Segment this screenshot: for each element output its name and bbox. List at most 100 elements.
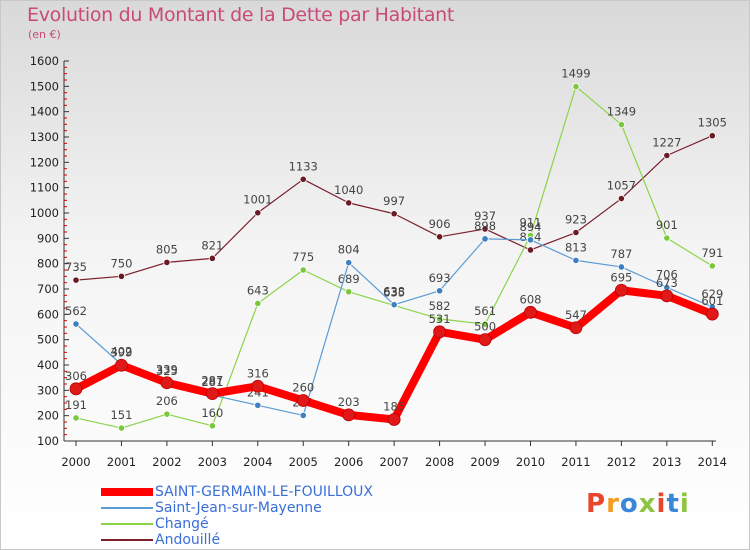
data-label: 306 — [65, 369, 87, 383]
data-label: 260 — [292, 380, 314, 394]
data-label: 1057 — [607, 179, 636, 193]
data-point — [526, 246, 535, 254]
data-point — [572, 256, 580, 264]
data-point — [478, 333, 492, 347]
logo-letter: i — [679, 489, 690, 519]
y-tick-label: 400 — [37, 358, 59, 372]
data-point — [251, 379, 265, 393]
data-point — [481, 225, 489, 233]
y-tick-label: 800 — [37, 257, 59, 271]
data-label: 804 — [338, 243, 360, 257]
y-tick-label: 1300 — [30, 130, 59, 144]
data-label: 898 — [474, 219, 496, 233]
data-point — [617, 263, 626, 271]
data-label: 1040 — [334, 183, 363, 197]
data-label: 629 — [701, 287, 723, 301]
x-tick-label: 2012 — [607, 455, 636, 469]
data-point — [617, 194, 626, 203]
data-point — [72, 320, 80, 328]
data-point — [569, 321, 583, 335]
data-point — [526, 236, 535, 244]
data-point — [342, 408, 356, 422]
data-point — [254, 209, 262, 217]
data-label: 561 — [474, 304, 496, 318]
data-point — [617, 120, 626, 129]
data-label: 325 — [156, 364, 178, 378]
y-tick-label: 1100 — [30, 181, 59, 195]
legend-swatch — [101, 488, 153, 496]
x-tick-label: 2002 — [152, 455, 181, 469]
x-tick-label: 2007 — [380, 455, 409, 469]
data-label: 643 — [247, 283, 269, 297]
x-tick-label: 2006 — [334, 455, 363, 469]
y-tick-label: 100 — [37, 434, 59, 448]
data-label: 1001 — [243, 193, 272, 207]
data-label: 997 — [383, 194, 405, 208]
data-label: 500 — [474, 320, 496, 334]
data-point — [345, 259, 353, 267]
data-point — [69, 382, 83, 396]
data-label: 693 — [429, 271, 451, 285]
data-label: 937 — [474, 209, 496, 223]
y-tick-label: 200 — [37, 409, 59, 423]
data-label: 911 — [520, 216, 542, 230]
data-point — [163, 410, 171, 418]
data-point — [435, 233, 444, 241]
data-label: 185 — [383, 399, 405, 413]
data-label: 160 — [201, 406, 223, 420]
data-label: 1133 — [289, 159, 318, 173]
legend-label: Changé — [155, 516, 209, 532]
data-label: 203 — [338, 395, 360, 409]
data-point — [296, 394, 310, 407]
logo-letter: t — [666, 489, 680, 519]
data-point — [117, 424, 126, 432]
x-tick-label: 2005 — [289, 455, 318, 469]
data-point — [208, 254, 216, 262]
data-point — [72, 414, 80, 422]
legend-swatch — [101, 539, 153, 541]
logo-letter: x — [638, 489, 657, 519]
data-label: 402 — [110, 344, 132, 358]
data-label: 894 — [520, 220, 542, 234]
data-label: 735 — [65, 260, 87, 274]
y-tick-label: 600 — [37, 307, 59, 321]
data-point — [299, 175, 307, 183]
data-label: 1349 — [607, 105, 636, 119]
logo-letter: r — [606, 489, 620, 519]
x-tick-label: 2008 — [425, 455, 454, 469]
legend-label: Andouillé — [155, 532, 221, 548]
data-label: 1227 — [652, 135, 681, 149]
data-point — [254, 299, 262, 308]
x-tick-label: 2004 — [243, 455, 272, 469]
x-tick-label: 2009 — [470, 455, 499, 469]
legend-swatch — [101, 507, 153, 509]
data-point — [481, 320, 489, 328]
x-tick-label: 2001 — [107, 455, 136, 469]
y-tick-label: 300 — [37, 383, 59, 397]
data-label: 339 — [156, 363, 178, 377]
data-label: 608 — [520, 292, 542, 306]
data-point — [387, 413, 401, 426]
logo-letter: i — [656, 489, 667, 519]
data-point — [708, 262, 716, 270]
data-label: 601 — [701, 294, 723, 308]
data-point — [72, 276, 80, 284]
chart-title: Evolution du Montant de la Dette par Hab… — [27, 4, 455, 26]
data-label: 791 — [701, 246, 723, 260]
data-point — [117, 272, 126, 280]
legend-swatch — [101, 523, 153, 525]
data-point — [163, 258, 171, 266]
x-tick-label: 2014 — [698, 455, 727, 469]
y-tick-label: 900 — [37, 231, 59, 245]
data-point — [524, 305, 537, 319]
data-label: 813 — [565, 240, 587, 254]
proxiti-logo: Proxiti — [586, 489, 690, 519]
data-point — [663, 234, 671, 242]
y-tick-label: 1500 — [30, 79, 59, 93]
data-label: 1305 — [698, 116, 727, 130]
y-tick-label: 1200 — [30, 155, 59, 169]
data-point — [208, 422, 216, 430]
data-label: 805 — [156, 242, 178, 256]
